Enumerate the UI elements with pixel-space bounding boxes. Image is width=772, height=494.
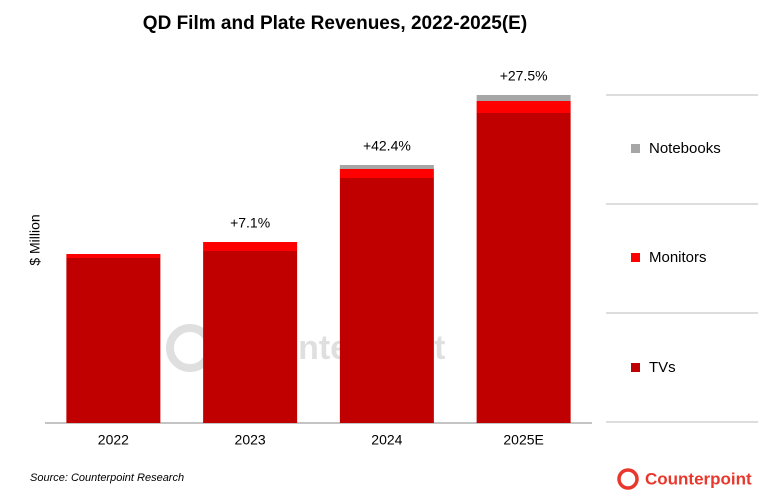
bar-segment [66,254,161,258]
x-tick-label: 2023 [235,432,266,448]
bar-segment [476,95,571,101]
legend-swatch [631,144,640,153]
legend-label: Notebooks [649,140,721,157]
x-tick-label: 2022 [98,432,129,448]
growth-label: +42.4% [363,138,411,154]
logo-icon [617,468,639,490]
chart-title: QD Film and Plate Revenues, 2022-2025(E) [143,13,527,34]
bar-segment [476,113,571,423]
bar-segment [339,169,434,178]
legend-label: Monitors [649,249,707,266]
bar-segment [476,101,571,113]
logo: Counterpoint [617,468,752,490]
x-tick-label: 2024 [371,432,402,448]
bar-segment [203,251,298,423]
bar-segment [339,165,434,169]
growth-label: +7.1% [230,215,270,231]
x-tick-label: 2025E [503,432,543,448]
growth-label: +27.5% [500,68,548,84]
bar-segment [66,258,161,423]
legend-swatch [631,253,640,262]
y-axis-label: $ Million [27,214,43,265]
bar-segment [339,178,434,423]
bar-segment [203,242,298,251]
legend-label: TVs [649,359,676,376]
legend-swatch [631,363,640,372]
source: Source: Counterpoint Research [30,472,184,484]
logo-text: Counterpoint [645,469,752,488]
